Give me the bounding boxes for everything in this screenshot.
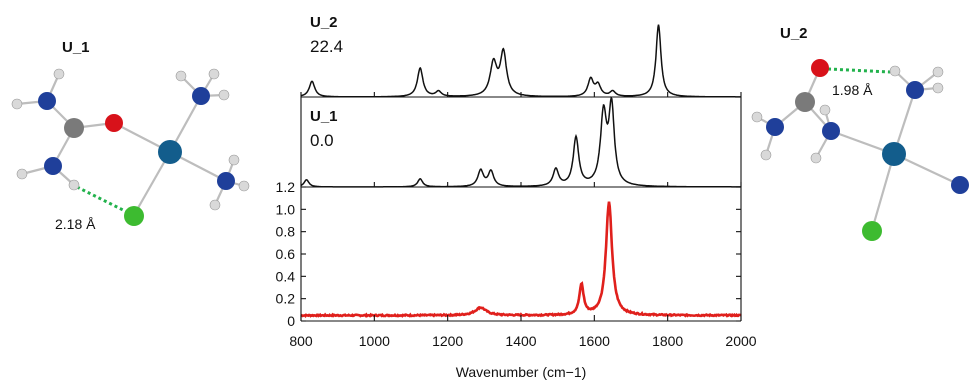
hydrogen-atom [238, 180, 250, 192]
ir-spectrum-chart: U_2 22.4 U_1 0.0 Wavenumber (cm−1) 00.20… [276, 14, 757, 380]
y-tick-label: 0 [287, 313, 295, 329]
oxygen-atom [105, 114, 123, 132]
carbon-atom [795, 92, 815, 112]
hydrogen-atom [932, 66, 944, 78]
hydrogen-atom [810, 152, 822, 164]
x-tick-label: 1600 [579, 333, 610, 349]
hydrogen-atom [175, 70, 187, 82]
y-tick-label: 1.0 [276, 201, 296, 217]
metal-atom [158, 140, 182, 164]
nitrogen-atom [192, 87, 210, 105]
nitrogen-atom [217, 172, 235, 190]
nitrogen-atom [822, 122, 840, 140]
molecule-u2-atoms [751, 59, 969, 241]
y-tick-label: 0.8 [276, 224, 296, 240]
molecule-u2-title: U_2 [780, 25, 808, 42]
x-tick-label: 1800 [652, 333, 683, 349]
hydrogen-atom [819, 104, 831, 116]
oxygen-atom [811, 59, 829, 77]
hydrogen-atom [218, 89, 230, 101]
nitrogen-atom [906, 81, 924, 99]
hydrogen-atom [760, 149, 772, 161]
molecule-u1-title: U_1 [62, 39, 90, 56]
nitrogen-atom [766, 118, 784, 136]
chlorine-atom [862, 221, 882, 241]
computed-spectrum-u2 [300, 24, 741, 98]
panel-u1-title: U_1 [310, 108, 338, 125]
hydrogen-atom [68, 179, 80, 191]
x-tick-label: 1400 [505, 333, 536, 349]
panel-u1-energy: 0.0 [310, 131, 334, 150]
y-tick-label: 0.6 [276, 246, 296, 262]
hydrogen-atom [228, 154, 240, 166]
molecule-u1-atoms [11, 68, 250, 226]
hydrogen-atom [932, 82, 944, 94]
hydrogen-atom [209, 199, 221, 211]
molecule-u1: U_1 [11, 39, 250, 232]
hbond-distance-label: 2.18 Å [55, 216, 96, 232]
computed-spectrum-u1 [300, 96, 741, 188]
x-tick-label: 800 [289, 333, 313, 349]
y-tick-label: 0.4 [276, 268, 296, 284]
molecule-u2: U_2 [751, 25, 969, 241]
hydrogen-atom [208, 68, 220, 80]
x-axis-label: Wavenumber (cm−1) [456, 364, 587, 380]
x-tick-label: 1200 [432, 333, 463, 349]
hydrogen-atom [16, 168, 28, 180]
chlorine-atom [124, 206, 144, 226]
nitrogen-atom [44, 157, 62, 175]
metal-atom [882, 142, 906, 166]
x-tick-label: 1000 [359, 333, 390, 349]
hydrogen-atom [53, 68, 65, 80]
nitrogen-atom [38, 92, 56, 110]
hbond-distance-label: 1.98 Å [832, 82, 873, 98]
hydrogen-atom [751, 111, 763, 123]
x-tick-label: 2000 [725, 333, 756, 349]
hydrogen-atom [889, 65, 901, 77]
nitrogen-atom [951, 176, 969, 194]
y-tick-label: 1.2 [276, 179, 296, 195]
panel-u2-title: U_2 [310, 14, 338, 31]
hbond-line [76, 185, 132, 216]
carbon-atom [64, 118, 84, 138]
panel-u2-energy: 22.4 [310, 37, 343, 56]
chart-marks: 0 0.2 0.4 0.6 0.8 1.0 1.2 800 1000 1200 1400 1600 18… [276, 24, 757, 349]
hbond-line [827, 67, 891, 74]
y-tick-label: 0.2 [276, 291, 296, 307]
experimental-spectrum [300, 201, 742, 318]
hydrogen-atom [11, 98, 23, 110]
